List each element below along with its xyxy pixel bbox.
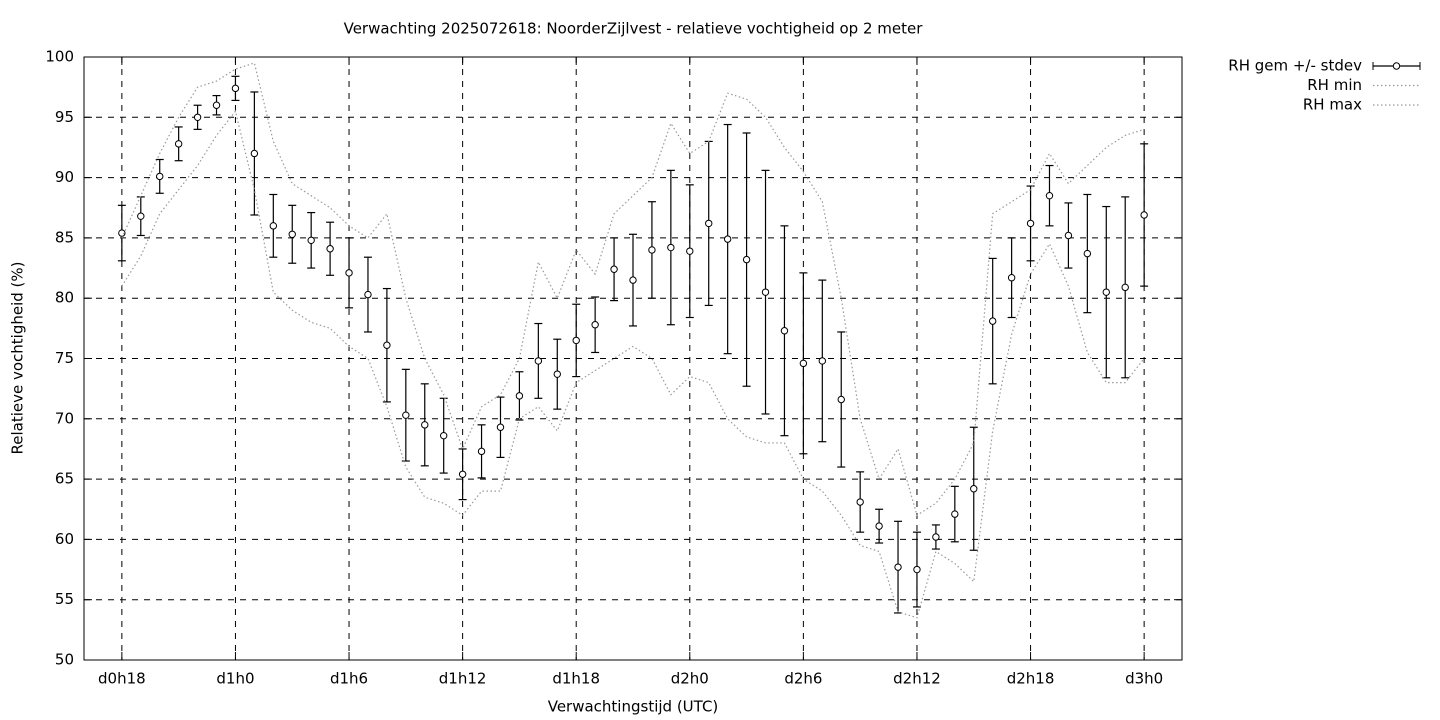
point: [988, 317, 997, 325]
point: [970, 485, 978, 493]
x-tick-label: d2h18: [1007, 670, 1055, 688]
y-tick-label: 95: [55, 108, 74, 126]
point: [894, 563, 902, 571]
point: [383, 341, 391, 349]
y-tick-label: 70: [55, 409, 74, 427]
y-tick-label: 85: [55, 228, 74, 246]
point: [364, 290, 372, 299]
point: [1102, 288, 1110, 296]
point: [553, 370, 561, 378]
point: [913, 565, 921, 574]
legend-label: RH max: [1303, 96, 1362, 114]
point: [439, 431, 448, 440]
y-tick-label: 80: [55, 289, 74, 307]
point: [1007, 273, 1016, 282]
point: [875, 522, 883, 530]
y-axis-label: Relatieve vochtigheid (%): [9, 261, 27, 454]
point: [307, 236, 315, 245]
y-tick-label: 75: [55, 349, 74, 367]
point: [269, 222, 278, 230]
point: [591, 321, 599, 329]
point: [610, 265, 618, 273]
point: [193, 113, 202, 122]
y-tick-label: 100: [45, 48, 74, 66]
point: [156, 172, 164, 181]
point: [780, 327, 789, 335]
point: [345, 269, 353, 277]
plot-frame: [83, 56, 1183, 661]
x-tick-label: d0h18: [98, 670, 146, 688]
point: [648, 246, 656, 254]
x-axis-label: Verwachtingstijd (UTC): [548, 698, 719, 716]
point: [761, 288, 770, 296]
point: [951, 510, 959, 518]
point: [705, 219, 713, 228]
point: [458, 470, 467, 478]
y-tick-label: 50: [55, 651, 74, 669]
point: [402, 411, 410, 419]
x-tick-label: d1h18: [552, 670, 600, 688]
point: [686, 247, 694, 255]
point: [1064, 231, 1073, 240]
y-tick-label: 60: [55, 530, 74, 548]
point: [1045, 191, 1054, 200]
legend-label: RH min: [1307, 76, 1362, 94]
point: [667, 243, 675, 252]
point: [723, 235, 732, 243]
x-tick-label: d1h6: [330, 670, 368, 688]
point: [837, 395, 845, 404]
point: [1140, 211, 1148, 219]
point: [1121, 283, 1129, 292]
point: [137, 212, 145, 220]
chart-title: Verwachting 2025072618: NoorderZijlvest …: [344, 20, 924, 38]
x-tick-label: d1h0: [216, 670, 254, 688]
point: [174, 140, 183, 148]
point: [1083, 249, 1092, 258]
x-tick-label: d1h12: [439, 670, 487, 688]
legend-label: RH gem +/- stdev: [1228, 57, 1362, 75]
point: [326, 245, 334, 253]
point: [212, 101, 221, 109]
point: [629, 276, 637, 284]
point: [856, 498, 864, 506]
point: [515, 392, 524, 400]
line: [121, 109, 1145, 619]
point: [534, 357, 543, 365]
point: [288, 230, 296, 238]
y-tick-label: 55: [55, 590, 74, 608]
point: [799, 359, 808, 368]
legend-swatch: [1392, 62, 1401, 70]
point: [118, 229, 126, 237]
point: [932, 533, 940, 541]
y-tick-label: 65: [55, 470, 74, 488]
point: [421, 421, 429, 429]
point: [1026, 219, 1035, 228]
point: [250, 149, 259, 158]
x-tick-label: d2h12: [893, 670, 941, 688]
point: [231, 84, 240, 93]
point: [818, 357, 827, 365]
point: [477, 447, 486, 456]
x-tick-label: d2h6: [784, 670, 822, 688]
point: [742, 255, 751, 264]
y-tick-label: 90: [55, 168, 74, 186]
x-tick-label: d3h0: [1125, 670, 1163, 688]
x-tick-label: d2h0: [671, 670, 709, 688]
point: [496, 423, 505, 431]
point: [572, 336, 580, 345]
